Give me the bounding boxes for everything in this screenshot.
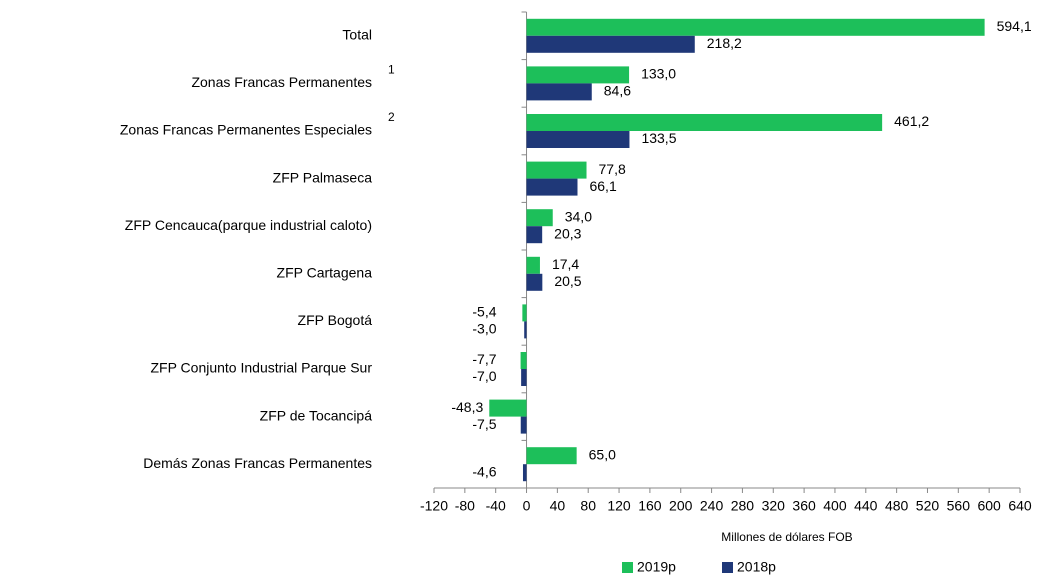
bar	[526, 66, 630, 84]
value-label: 17,4	[552, 256, 579, 272]
value-label: -48,3	[451, 399, 483, 415]
x-tick-label: 520	[916, 498, 940, 514]
x-tick-label: 160	[638, 498, 662, 514]
x-tick-label: 480	[885, 498, 909, 514]
legend-swatch	[622, 562, 633, 573]
category-label: ZFP Cencauca(parque industrial caloto)	[125, 217, 372, 233]
x-tick-label: 0	[523, 498, 531, 514]
bar	[521, 369, 527, 386]
bar	[524, 321, 527, 339]
x-tick-label: 120	[607, 498, 631, 514]
value-label: 594,1	[997, 18, 1032, 34]
value-label: -4,6	[472, 463, 496, 479]
category-label: Zonas Francas Permanentes	[191, 74, 372, 90]
bar	[520, 416, 527, 434]
category-label: Demás Zonas Francas Permanentes	[143, 455, 372, 471]
x-tick-label: 440	[854, 498, 878, 514]
bar	[526, 226, 543, 244]
value-label: 133,0	[641, 66, 676, 82]
bar	[526, 161, 587, 179]
bar	[526, 178, 578, 196]
x-tick-label: 40	[550, 498, 566, 514]
x-tick-label: 560	[947, 498, 971, 514]
value-label: 66,1	[589, 178, 616, 194]
value-label: 20,5	[554, 273, 581, 289]
value-label: -7,7	[472, 351, 496, 367]
value-label: 133,5	[641, 130, 676, 146]
category-superscript: 2	[388, 110, 395, 124]
value-label: 65,0	[589, 446, 616, 462]
value-label: -7,0	[472, 368, 496, 384]
value-label: 20,3	[554, 225, 581, 241]
bar	[526, 18, 985, 36]
value-label: -7,5	[472, 416, 496, 432]
legend-label: 2019p	[637, 559, 676, 575]
bar	[526, 273, 543, 291]
category-label: ZFP de Tocancipá	[260, 407, 373, 423]
bar	[526, 209, 553, 227]
category-label: ZFP Conjunto Industrial Parque Sur	[150, 360, 372, 376]
bar	[526, 256, 540, 274]
value-label: 461,2	[894, 113, 929, 129]
value-label: 218,2	[707, 35, 742, 51]
bar	[522, 304, 527, 322]
x-tick-label: 280	[731, 498, 755, 514]
x-tick-label: 200	[669, 498, 693, 514]
bar	[520, 352, 527, 369]
x-tick-label: -80	[455, 498, 475, 514]
x-tick-label: 320	[762, 498, 786, 514]
value-label: -3,0	[472, 321, 496, 337]
x-tick-label: 80	[580, 498, 596, 514]
category-label: Total	[342, 27, 372, 43]
bar	[489, 399, 527, 417]
bar	[526, 131, 630, 148]
value-label: -5,4	[472, 304, 496, 320]
x-tick-label: 240	[700, 498, 724, 514]
bar	[526, 114, 883, 131]
value-label: 34,0	[565, 208, 592, 224]
x-tick-label: 600	[977, 498, 1001, 514]
category-label: ZFP Palmaseca	[273, 169, 373, 185]
x-tick-label: 400	[823, 498, 847, 514]
category-label: ZFP Cartagena	[277, 265, 373, 281]
legend-label: 2018p	[737, 559, 776, 575]
bar	[526, 35, 695, 53]
category-label: Zonas Francas Permanentes Especiales	[120, 122, 372, 138]
x-axis-title: Millones de dólares FOB	[721, 530, 852, 544]
x-tick-label: -120	[420, 498, 448, 514]
category-label: ZFP Bogotá	[298, 312, 373, 328]
x-tick-label: -40	[486, 498, 506, 514]
bar	[526, 83, 592, 101]
value-label: 84,6	[604, 83, 631, 99]
legend-swatch	[722, 562, 733, 573]
x-tick-label: 640	[1008, 498, 1032, 514]
bar	[522, 464, 527, 482]
bar	[526, 447, 577, 465]
value-label: 77,8	[599, 161, 626, 177]
x-tick-label: 360	[792, 498, 816, 514]
category-superscript: 1	[388, 63, 395, 77]
